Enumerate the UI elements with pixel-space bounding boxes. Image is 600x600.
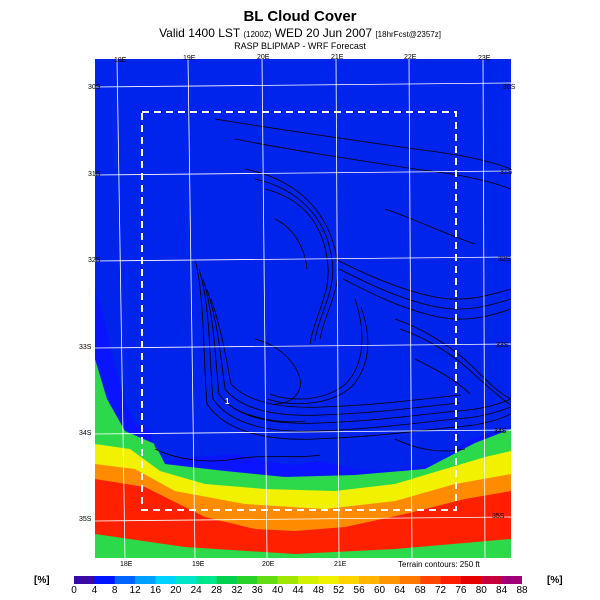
colorbar-tick-label: 40 [272, 585, 284, 596]
colorbar-tick-label: 12 [129, 585, 141, 596]
land-area [95, 59, 511, 471]
dashed-subdomain-box [141, 111, 457, 511]
colorbar-tick-label: 56 [353, 585, 365, 596]
lat-label-left: 33S [79, 344, 92, 351]
colorbar-segment [481, 576, 502, 584]
colorbar-segment [135, 576, 156, 584]
colorbar-unit-right: [%] [547, 575, 563, 586]
colorbar-unit-left: [%] [34, 575, 50, 586]
colorbar-segment [420, 576, 441, 584]
colorbar-segment [501, 576, 522, 584]
terrain-contours-note: Terrain contours: 250 ft [398, 560, 480, 569]
colorbar-segment [74, 576, 95, 584]
colorbar-segment [359, 576, 380, 584]
colorbar-tick-label: 4 [91, 585, 98, 596]
map-subtitle: RASP BLIPMAP - WRF Forecast [234, 41, 366, 51]
lat-label-left: 30S [88, 84, 101, 91]
colorbar [74, 576, 522, 584]
lat-label-right: 31S [500, 169, 513, 176]
valid-time-line: Valid 1400 LST (1200Z) WED 20 Jun 2007 [… [0, 26, 600, 40]
lon-label-top: 21E [331, 54, 344, 61]
map-title: BL Cloud Cover [243, 8, 357, 25]
cloud-band-green-south [95, 534, 511, 558]
lat-lon-grid [95, 59, 511, 558]
colorbar-tick-label: 20 [170, 585, 182, 596]
lat-label-right: 35S [492, 513, 505, 520]
valid-date: WED 20 Jun 2007 [274, 26, 373, 40]
colorbar-segment [155, 576, 177, 584]
lat-label-left: 31S [88, 171, 101, 178]
lat-label-right: 33S [496, 342, 509, 349]
colorbar-tick-label: 60 [373, 585, 386, 596]
lon-label-bottom: 18E [120, 561, 133, 568]
lat-label-right: 32S [498, 256, 511, 263]
lat-label-right: 34S [494, 428, 507, 435]
colorbar-tick-label: 88 [516, 585, 528, 596]
colorbar-segment [440, 576, 462, 584]
valid-code: (1200Z) [243, 30, 272, 39]
lat-label-right: 30S [503, 84, 516, 91]
lon-label-top: 23E [478, 55, 491, 62]
colorbar-segment [318, 576, 340, 584]
colorbar-segment [196, 576, 217, 584]
lat-label-left: 35S [79, 516, 92, 523]
colorbar-segment [399, 576, 421, 584]
colorbar-segment [114, 576, 136, 584]
colorbar-segment [338, 576, 360, 584]
colorbar-tick-label: 64 [394, 585, 406, 596]
lon-label-top: 20E [257, 54, 270, 61]
colorbar-segment [257, 576, 278, 584]
lon-label-bottom: 19E [192, 561, 205, 568]
colorbar-segment [236, 576, 258, 584]
colorbar-tick-label: 80 [475, 585, 487, 596]
colorbar-tick-label: 8 [111, 585, 118, 596]
lat-label-left: 32S [88, 257, 101, 264]
colorbar-tick-label: 76 [455, 585, 467, 596]
colorbar-segment [94, 576, 116, 584]
colorbar-tick-label: 32 [231, 585, 243, 596]
lon-label-bottom: 20E [262, 561, 275, 568]
colorbar-segment [298, 576, 319, 584]
marker-label: 1 [225, 397, 230, 406]
colorbar-segment [460, 576, 482, 584]
colorbar-tick-label: 68 [414, 585, 426, 596]
colorbar-tick-label: 24 [190, 585, 202, 596]
forecast-code: [18hrFcst@2357z] [375, 30, 441, 39]
lon-label-bottom: 21E [334, 561, 347, 568]
colorbar-tick-label: 36 [251, 585, 263, 596]
lon-label-top: 18E [114, 57, 127, 64]
colorbar-segment [175, 576, 197, 584]
colorbar-segment [277, 576, 299, 584]
cloud-cover-map: 1 [95, 59, 511, 558]
colorbar-segment [379, 576, 401, 584]
colorbar-tick-label: 44 [292, 585, 304, 596]
colorbar-tick-label: 16 [149, 585, 162, 596]
lon-label-top: 19E [183, 55, 196, 62]
terrain-contours [154, 118, 511, 462]
colorbar-tick-label: 48 [312, 585, 324, 596]
colorbar-tick-label: 0 [71, 585, 77, 596]
colorbar-tick-label: 52 [333, 585, 345, 596]
cloud-band-red [95, 479, 511, 558]
colorbar-tick-label: 84 [496, 585, 508, 596]
valid-prefix: Valid 1400 LST [159, 26, 241, 40]
colorbar-segment [216, 576, 238, 584]
colorbar-tick-label: 28 [210, 585, 223, 596]
lon-label-top: 22E [404, 54, 417, 61]
lat-label-left: 34S [79, 430, 92, 437]
colorbar-tick-label: 72 [434, 585, 447, 596]
